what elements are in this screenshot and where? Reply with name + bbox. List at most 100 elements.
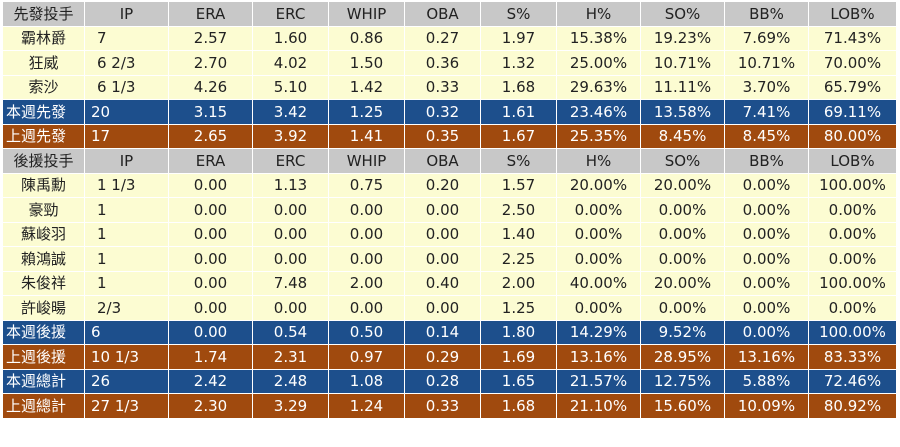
stat-cell: 0.00%	[808, 295, 897, 321]
stat-cell: 0.00%	[724, 221, 809, 247]
stat-cell: 20.00%	[640, 172, 725, 198]
stat-cell: 0.00	[252, 221, 329, 247]
stat-cell: 0.00	[328, 197, 405, 223]
stat-cell: 13.58%	[640, 99, 725, 125]
table-row: 狂威 6 2/3 2.70 4.02 1.50 0.36 1.32 25.00% 10.71% 1…	[2, 50, 897, 76]
column-header: IP	[84, 1, 169, 27]
stat-cell: 65.79%	[808, 74, 897, 100]
stat-cell: 1.61	[480, 99, 557, 125]
column-header: LOB%	[808, 1, 897, 27]
stat-cell: 4.02	[252, 50, 329, 76]
stat-cell: 0.00%	[808, 221, 897, 247]
table-row: 陳禹勳 1 1/3 0.00 1.13 0.75 0.20 1.57 20.00% 20.00%…	[2, 172, 897, 198]
stat-cell: 0.00	[168, 246, 253, 272]
stat-cell: 0.27	[404, 25, 481, 51]
stat-cell: 0.00%	[556, 221, 641, 247]
stat-cell: 1.42	[328, 74, 405, 100]
stat-cell: 0.00%	[724, 197, 809, 223]
player-name: 朱俊祥	[2, 270, 85, 296]
stat-cell: 10.71%	[640, 50, 725, 76]
stat-cell: 100.00%	[808, 270, 897, 296]
stat-cell: 0.00	[252, 197, 329, 223]
stat-cell: 10.09%	[724, 393, 809, 419]
stat-cell: 1.57	[480, 172, 557, 198]
player-name: 上週先發	[2, 123, 85, 149]
stat-cell: 2.48	[252, 368, 329, 394]
column-header: WHIP	[328, 148, 405, 174]
last-week-total-row: 上週總計 27 1/3 2.30 3.29 1.24 0.33 1.68 21.10% 15.6…	[2, 393, 897, 419]
stat-cell: 0.14	[404, 319, 481, 345]
section-header-label: 後援投手	[2, 148, 85, 174]
stat-cell: 11.11%	[640, 74, 725, 100]
table-row: 豪勁 1 0.00 0.00 0.00 0.00 2.50 0.00% 0.00% 0.00% 0.…	[2, 197, 897, 223]
stat-cell: 2.70	[168, 50, 253, 76]
stat-cell: 3.92	[252, 123, 329, 149]
stat-cell: 0.00	[404, 295, 481, 321]
stat-cell: 1.25	[328, 99, 405, 125]
column-header: ERA	[168, 148, 253, 174]
stat-cell: 0.00%	[724, 246, 809, 272]
stat-cell: 0.32	[404, 99, 481, 125]
stat-cell: 0.00%	[556, 197, 641, 223]
stat-cell: 0.86	[328, 25, 405, 51]
column-header: BB%	[724, 1, 809, 27]
stat-cell: 0.00	[252, 246, 329, 272]
table-body: 先發投手 IP ERA ERC WHIP OBA S% H% SO% BB% LOB% 霸林爵 7 2.5…	[2, 1, 897, 419]
stat-cell: 0.00%	[640, 197, 725, 223]
stat-cell: 23.46%	[556, 99, 641, 125]
stat-cell: 3.15	[168, 99, 253, 125]
stat-cell: 20	[84, 99, 169, 125]
stat-cell: 0.00%	[724, 295, 809, 321]
stat-cell: 1	[84, 246, 169, 272]
stat-cell: 0.00	[252, 295, 329, 321]
stat-cell: 2.25	[480, 246, 557, 272]
stat-cell: 0.29	[404, 344, 481, 370]
table-row: 霸林爵 7 2.57 1.60 0.86 0.27 1.97 15.38% 19.23% 7.69…	[2, 25, 897, 51]
stat-cell: 25.35%	[556, 123, 641, 149]
header-row-starters: 先發投手 IP ERA ERC WHIP OBA S% H% SO% BB% LOB%	[2, 1, 897, 27]
section-header-label: 先發投手	[2, 1, 85, 27]
stat-cell: 20.00%	[640, 270, 725, 296]
table-row: 蘇峻羽 1 0.00 0.00 0.00 0.00 1.40 0.00% 0.00% 0.00% 0…	[2, 221, 897, 247]
stat-cell: 29.63%	[556, 74, 641, 100]
stat-cell: 0.00%	[640, 295, 725, 321]
stat-cell: 0.00%	[808, 246, 897, 272]
stat-cell: 27 1/3	[84, 393, 169, 419]
stat-cell: 72.46%	[808, 368, 897, 394]
stat-cell: 13.16%	[724, 344, 809, 370]
table-row: 賴鴻誠 1 0.00 0.00 0.00 0.00 2.25 0.00% 0.00% 0.00% 0…	[2, 246, 897, 272]
stat-cell: 0.36	[404, 50, 481, 76]
stat-cell: 12.75%	[640, 368, 725, 394]
stat-cell: 0.00	[404, 246, 481, 272]
table-row: 索沙 6 1/3 4.26 5.10 1.42 0.33 1.68 29.63% 11.11% 3…	[2, 74, 897, 100]
column-header: H%	[556, 148, 641, 174]
column-header: SO%	[640, 148, 725, 174]
stat-cell: 0.00%	[724, 270, 809, 296]
stat-cell: 0.00	[328, 295, 405, 321]
stat-cell: 6 1/3	[84, 74, 169, 100]
stat-cell: 0.00	[328, 246, 405, 272]
stat-cell: 2.42	[168, 368, 253, 394]
stat-cell: 0.20	[404, 172, 481, 198]
stat-cell: 1.08	[328, 368, 405, 394]
last-week-summary-row: 上週後援 10 1/3 1.74 2.31 0.97 0.29 1.69 13.16% 28.9…	[2, 344, 897, 370]
stat-cell: 0.33	[404, 74, 481, 100]
column-header: BB%	[724, 148, 809, 174]
column-header: OBA	[404, 1, 481, 27]
stat-cell: 1.24	[328, 393, 405, 419]
stat-cell: 2.65	[168, 123, 253, 149]
stat-cell: 0.97	[328, 344, 405, 370]
table-row: 許峻暘 2/3 0.00 0.00 0.00 0.00 1.25 0.00% 0.00% 0.00…	[2, 295, 897, 321]
stat-cell: 40.00%	[556, 270, 641, 296]
stat-cell: 2.30	[168, 393, 253, 419]
stat-cell: 80.92%	[808, 393, 897, 419]
stat-cell: 7	[84, 25, 169, 51]
this-week-total-row: 本週總計 26 2.42 2.48 1.08 0.28 1.65 21.57% 12.75% 5.…	[2, 368, 897, 394]
stat-cell: 1.68	[480, 393, 557, 419]
stat-cell: 0.75	[328, 172, 405, 198]
stat-cell: 13.16%	[556, 344, 641, 370]
stat-cell: 1.60	[252, 25, 329, 51]
stat-cell: 8.45%	[724, 123, 809, 149]
stat-cell: 0.00	[168, 295, 253, 321]
